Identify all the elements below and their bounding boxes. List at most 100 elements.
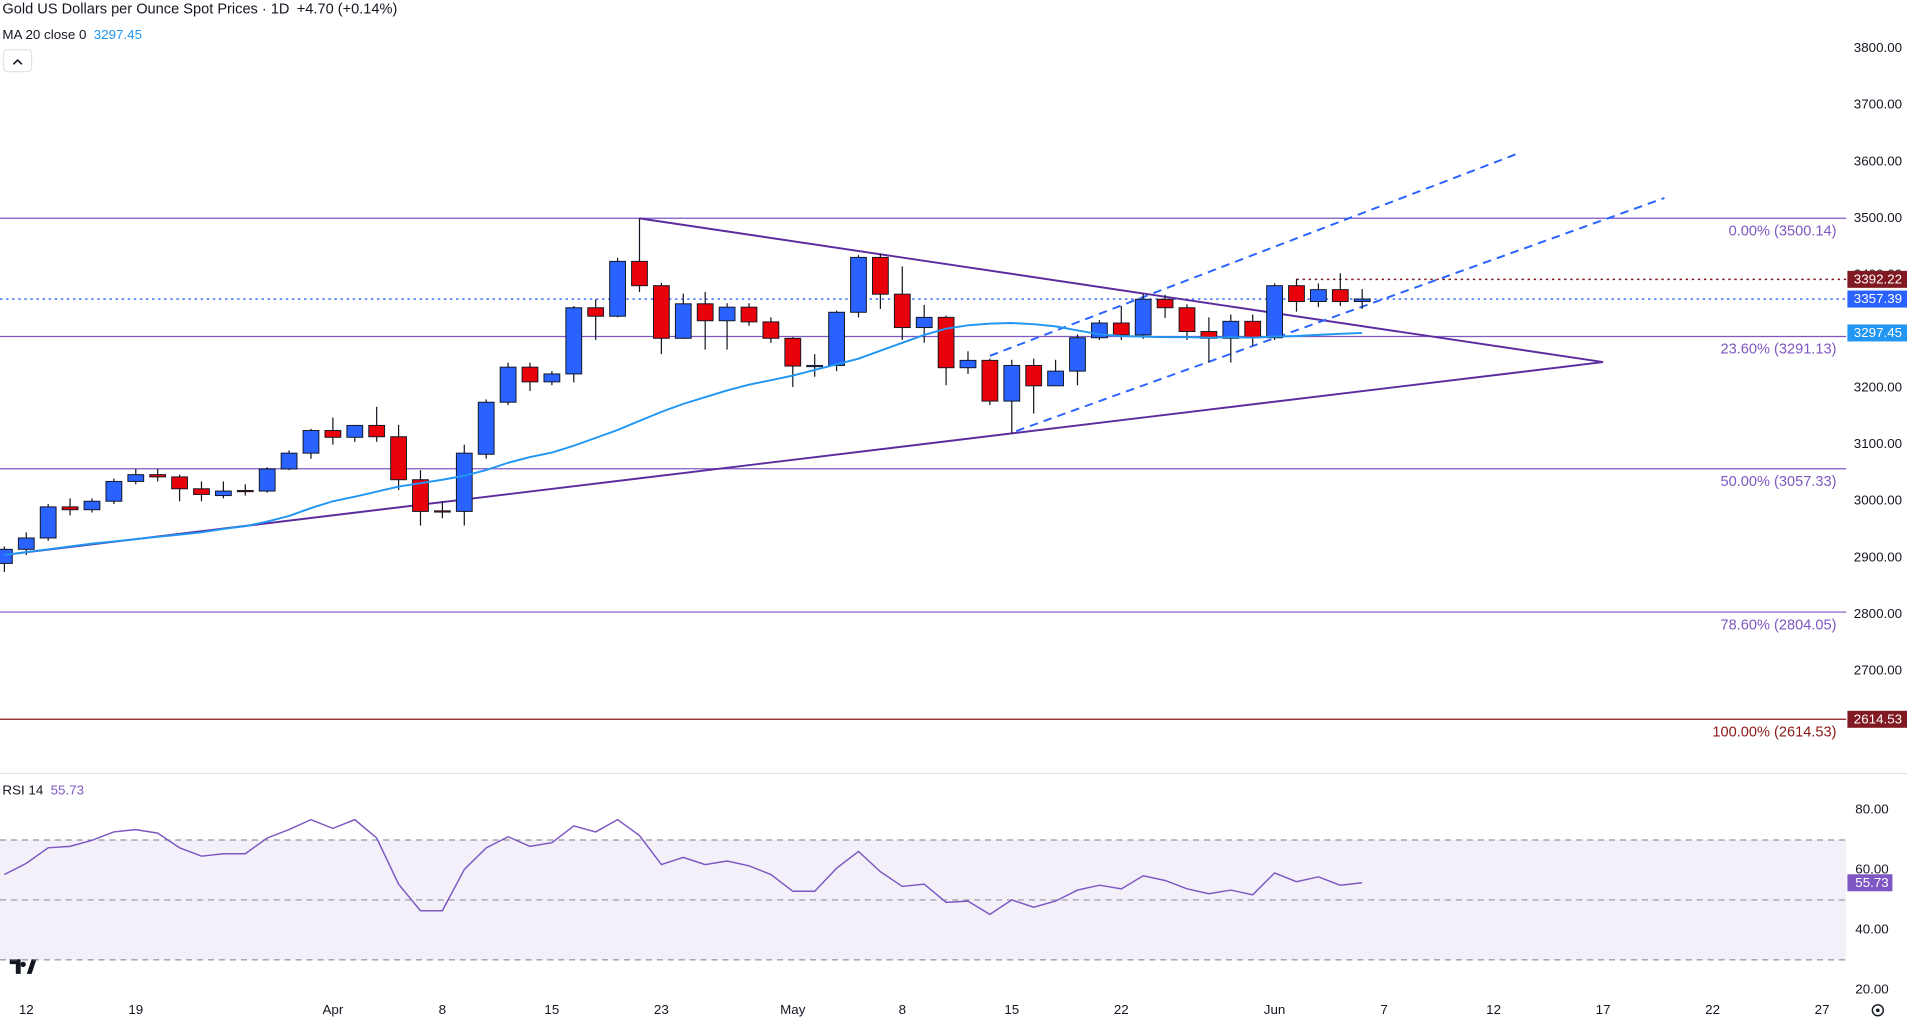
rsi-value: 55.73	[51, 782, 84, 797]
x-tick-label: Apr	[322, 1002, 343, 1017]
collapse-icon[interactable]	[12, 58, 23, 65]
y-tick-label: 2900.00	[1854, 549, 1902, 564]
candle-body	[477, 401, 495, 455]
x-tick-label: 17	[1596, 1002, 1611, 1017]
candle-body	[1288, 285, 1305, 303]
candle-body	[61, 506, 79, 511]
y-tick-label: 3100.00	[1854, 436, 1902, 451]
rsi-header: RSI 14 55.73	[2, 782, 84, 797]
candle-body	[1069, 337, 1086, 372]
candle-body	[937, 316, 955, 369]
candle-body	[981, 359, 999, 402]
y-tick-label: 2700.00	[1854, 662, 1902, 677]
candle-body	[39, 506, 57, 539]
candle-body	[368, 424, 386, 438]
plot-area: 0.00% (3500.14) 23.60% (3291.13) 50.00% (3…	[0, 40, 1907, 1017]
candle-body	[280, 452, 298, 470]
candle-body	[83, 500, 101, 511]
fib-label: 0.00% (3500.14)	[1729, 223, 1837, 239]
settings-center[interactable]	[1875, 1008, 1880, 1013]
x-tick-label: 22	[1705, 1002, 1720, 1017]
y-tick-label: 3700.00	[1854, 97, 1902, 112]
y-tick-label: 2800.00	[1854, 606, 1902, 621]
y-tick-label: 3500.00	[1854, 210, 1902, 225]
candle-body	[1266, 285, 1283, 339]
candle-body	[1025, 364, 1043, 387]
ma-line	[4, 322, 1363, 556]
candle-body	[412, 479, 429, 512]
candle-body	[674, 303, 692, 339]
candle-body	[521, 366, 539, 383]
candle-body	[696, 303, 714, 322]
y-tick-label: 3000.00	[1854, 493, 1902, 508]
candle-body	[959, 359, 977, 369]
trendline	[4, 361, 1604, 556]
candle-body	[171, 476, 188, 490]
price-tag-label: 3297.45	[1854, 325, 1902, 340]
trendline	[1015, 197, 1665, 432]
candle-body	[784, 337, 802, 367]
x-tick-label: 27	[1815, 1002, 1830, 1017]
fib-label: 100.00% (2614.53)	[1712, 724, 1836, 740]
x-tick-label: 12	[19, 1002, 34, 1017]
candle-body	[193, 488, 210, 495]
candle-body	[390, 436, 407, 481]
logo-mark[interactable]	[9, 959, 37, 974]
settings-icon[interactable]	[1871, 1004, 1885, 1017]
chart-title: Gold US Dollars per Ounce Spot Prices · …	[2, 2, 289, 18]
rsi-tag-label: 55.73	[1855, 875, 1888, 890]
price-change: +4.70 (+0.14%)	[297, 2, 398, 18]
candle-body	[1112, 322, 1130, 336]
candle-body	[543, 373, 561, 383]
candle-body	[850, 256, 867, 313]
candle-body	[1178, 307, 1196, 332]
candle-body	[806, 364, 824, 368]
candle-body	[324, 430, 342, 438]
y-tick-label: 3800.00	[1854, 40, 1902, 55]
settings-gear[interactable]	[1871, 1004, 1885, 1017]
candle-body	[258, 468, 276, 492]
price-tag	[1847, 270, 1907, 288]
candle-body	[1003, 364, 1021, 402]
x-tick-label: 7	[1380, 1002, 1387, 1017]
candle-body	[1156, 298, 1174, 309]
x-tick-label: 12	[1486, 1002, 1501, 1017]
candle-body	[652, 285, 670, 339]
x-tick-label: 15	[544, 1002, 559, 1017]
candle-body	[1047, 370, 1064, 387]
fib-label: 78.60% (2804.05)	[1720, 617, 1836, 633]
candle-body	[893, 293, 911, 329]
candle-body	[1331, 289, 1349, 303]
ma-header: MA 20 close 0 3297.45	[2, 27, 142, 42]
candle-body	[302, 430, 320, 454]
price-tag	[1847, 324, 1907, 342]
chart-header: Gold US Dollars per Ounce Spot Prices · …	[2, 2, 397, 18]
candle-body	[871, 256, 889, 295]
price-tag-label: 2614.53	[1854, 711, 1902, 726]
x-tick-label: 8	[899, 1002, 906, 1017]
candle-body	[346, 424, 364, 438]
x-tick-label: 19	[128, 1002, 143, 1017]
rsi-y-tick-label: 20.00	[1855, 981, 1888, 996]
candle-body	[915, 316, 933, 329]
candle-body	[214, 490, 232, 497]
collapse-button[interactable]	[3, 49, 33, 73]
trendline	[639, 217, 1604, 364]
candle-body	[1244, 320, 1262, 339]
rsi-y-tick-label: 80.00	[1855, 802, 1888, 817]
rsi-tag	[1847, 874, 1893, 892]
x-tick-label: 15	[1004, 1002, 1019, 1017]
candle-body	[565, 307, 583, 375]
candle-body	[631, 260, 648, 287]
candle-body	[127, 474, 145, 482]
x-tick-label: Jun	[1264, 1002, 1286, 1017]
candle-body	[1310, 289, 1327, 303]
rsi-y-tick-label: 40.00	[1855, 921, 1888, 936]
price-tag	[1847, 290, 1907, 308]
x-tick-label: 8	[439, 1002, 446, 1017]
fib-label: 23.60% (3291.13)	[1720, 342, 1836, 358]
candle-body	[499, 366, 517, 403]
fib-label: 50.00% (3057.33)	[1720, 474, 1836, 490]
tv-logo[interactable]	[4, 950, 42, 980]
